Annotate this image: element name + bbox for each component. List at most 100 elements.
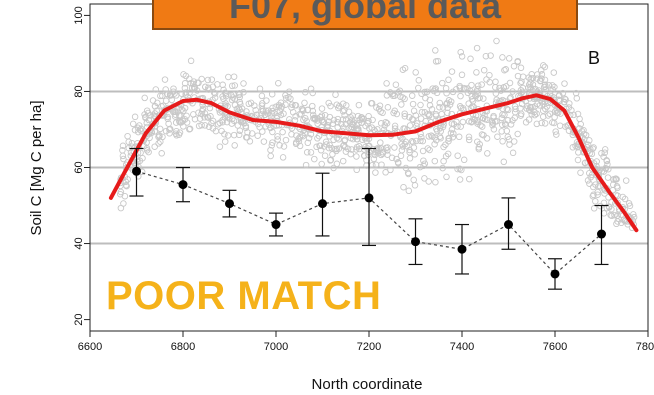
data-point bbox=[178, 180, 188, 190]
raw-data-point bbox=[275, 101, 283, 109]
raw-data-point bbox=[501, 111, 508, 119]
raw-data-point bbox=[432, 110, 440, 118]
raw-data-point bbox=[587, 146, 594, 153]
raw-data-point bbox=[307, 149, 315, 156]
raw-data-point bbox=[333, 134, 341, 142]
raw-data-point bbox=[260, 138, 268, 145]
raw-data-point bbox=[134, 124, 142, 132]
raw-data-point bbox=[304, 139, 312, 147]
raw-data-point bbox=[614, 218, 621, 225]
raw-data-point bbox=[198, 75, 205, 83]
raw-data-point bbox=[499, 54, 506, 61]
raw-data-point bbox=[274, 113, 281, 120]
raw-data-point bbox=[577, 120, 584, 128]
raw-data-point bbox=[344, 145, 352, 153]
raw-data-point bbox=[278, 103, 286, 110]
raw-data-point bbox=[258, 92, 266, 100]
smooth-trend-line bbox=[108, 93, 639, 233]
raw-data-point bbox=[436, 103, 443, 111]
raw-data-point bbox=[511, 114, 518, 122]
raw-data-point bbox=[408, 92, 416, 99]
raw-data-point bbox=[332, 145, 339, 153]
data-point bbox=[550, 269, 560, 279]
raw-data-point bbox=[443, 89, 450, 97]
raw-data-point bbox=[574, 143, 582, 151]
raw-data-point bbox=[211, 94, 219, 101]
raw-data-point bbox=[480, 95, 487, 102]
raw-data-point bbox=[630, 213, 638, 221]
raw-data-point bbox=[353, 153, 360, 160]
raw-data-point bbox=[541, 81, 549, 88]
raw-data-point bbox=[348, 146, 355, 153]
raw-data-point bbox=[479, 114, 487, 122]
raw-data-point bbox=[541, 76, 549, 84]
raw-data-point bbox=[191, 115, 199, 123]
raw-data-point bbox=[321, 152, 329, 159]
data-point bbox=[457, 244, 467, 254]
raw-data-point bbox=[526, 81, 533, 88]
raw-data-point bbox=[454, 152, 461, 159]
raw-data-point bbox=[258, 102, 266, 109]
raw-data-point bbox=[305, 134, 313, 142]
raw-data-point bbox=[431, 157, 439, 165]
raw-data-point bbox=[186, 126, 193, 133]
raw-data-point bbox=[492, 84, 499, 91]
raw-data-point bbox=[161, 76, 169, 83]
raw-data-point bbox=[204, 76, 212, 84]
raw-data-point bbox=[565, 104, 573, 111]
raw-data-point bbox=[348, 124, 356, 131]
raw-data-point bbox=[209, 83, 217, 90]
raw-data-point bbox=[474, 86, 481, 93]
raw-data-point bbox=[555, 92, 563, 100]
raw-data-point bbox=[476, 141, 483, 148]
raw-data-point bbox=[128, 139, 136, 147]
raw-data-point bbox=[555, 96, 562, 104]
raw-data-point bbox=[279, 128, 286, 136]
raw-data-point bbox=[301, 114, 309, 122]
raw-data-point bbox=[541, 63, 549, 71]
raw-data-point bbox=[425, 133, 433, 140]
raw-data-point bbox=[380, 126, 388, 134]
raw-data-point bbox=[166, 130, 173, 137]
raw-data-point bbox=[502, 66, 510, 73]
raw-data-point bbox=[256, 85, 264, 93]
raw-data-point bbox=[621, 217, 629, 225]
raw-data-point bbox=[465, 100, 472, 107]
raw-data-point bbox=[577, 169, 584, 176]
raw-data-point bbox=[365, 112, 372, 120]
y-tick-label: 100 bbox=[73, 6, 85, 24]
raw-data-point bbox=[205, 84, 212, 92]
raw-data-point bbox=[377, 151, 385, 159]
raw-data-point bbox=[401, 113, 409, 120]
raw-data-point bbox=[311, 155, 318, 163]
raw-data-point bbox=[157, 92, 164, 100]
raw-data-point bbox=[183, 112, 190, 120]
raw-data-point bbox=[538, 98, 546, 106]
raw-data-point bbox=[607, 211, 614, 219]
raw-data-point bbox=[498, 128, 505, 135]
raw-data-point bbox=[502, 83, 510, 90]
raw-data-point bbox=[425, 178, 432, 185]
raw-data-point bbox=[446, 101, 454, 108]
raw-data-point bbox=[418, 133, 425, 141]
raw-data-point bbox=[361, 152, 368, 159]
raw-data-point bbox=[490, 114, 497, 121]
raw-data-point bbox=[478, 123, 486, 130]
raw-data-point bbox=[142, 114, 149, 122]
raw-data-point bbox=[437, 134, 444, 142]
raw-data-point bbox=[592, 198, 599, 205]
raw-data-point bbox=[405, 170, 412, 178]
raw-data-point bbox=[408, 138, 416, 145]
raw-data-point bbox=[172, 130, 180, 137]
raw-data-point bbox=[170, 85, 177, 92]
raw-data-point bbox=[602, 164, 609, 172]
raw-data-point bbox=[503, 105, 511, 113]
raw-data-point bbox=[143, 147, 151, 154]
raw-data-point bbox=[401, 64, 409, 72]
raw-data-point bbox=[501, 66, 508, 74]
raw-data-point bbox=[267, 152, 274, 160]
raw-data-point bbox=[522, 119, 530, 126]
raw-data-point bbox=[394, 158, 402, 166]
x-axis-title: North coordinate bbox=[312, 376, 423, 393]
raw-data-point bbox=[159, 133, 166, 141]
